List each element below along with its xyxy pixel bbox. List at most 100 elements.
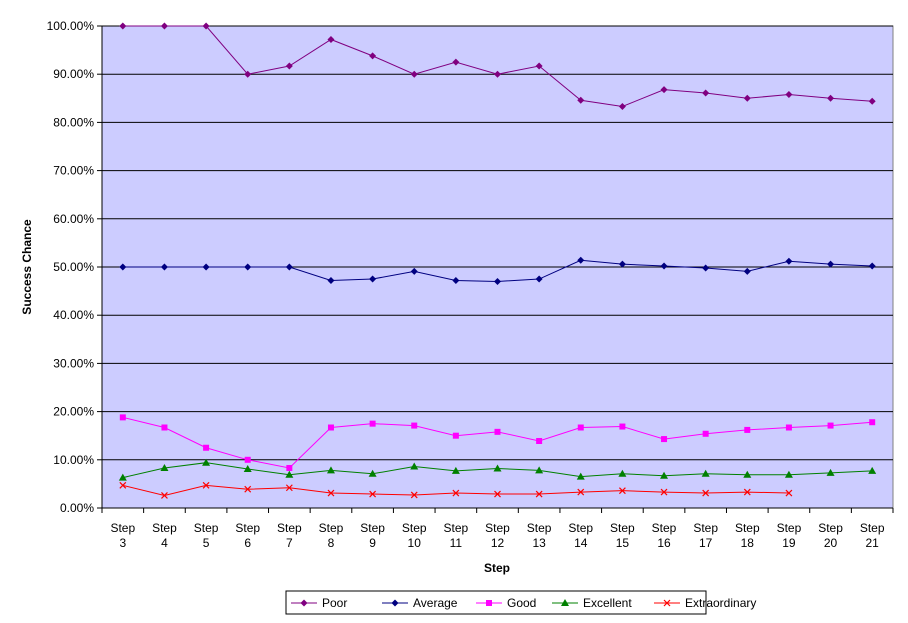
- x-marker-stroke: [702, 489, 710, 497]
- data-point-good: [452, 432, 459, 439]
- y-tick-label: 60.00%: [53, 212, 94, 226]
- data-point-extraordinary: [618, 487, 626, 495]
- y-tick-label: 100.00%: [47, 19, 95, 33]
- x-tick-label: Step 7: [277, 521, 302, 550]
- x-tick-label: Step 20: [818, 521, 843, 550]
- data-point-average: [202, 263, 210, 271]
- x-tick-label: Step 11: [444, 521, 469, 550]
- x-marker-stroke: [161, 492, 168, 499]
- data-point-poor: [827, 94, 835, 102]
- data-point-average: [785, 257, 793, 265]
- x-axis-title: Step: [484, 561, 510, 575]
- data-point-average: [827, 260, 835, 268]
- data-point-good: [203, 444, 210, 451]
- data-point-good: [411, 422, 418, 429]
- data-point-good: [702, 430, 709, 437]
- data-point-poor: [785, 90, 793, 98]
- data-point-poor: [285, 62, 293, 70]
- legend-label: Excellent: [583, 596, 632, 610]
- data-point-good: [161, 424, 168, 431]
- x-tick-label: Step 21: [860, 521, 885, 550]
- data-point-good: [369, 420, 376, 427]
- data-point-average: [160, 263, 168, 271]
- y-tick-label: 0.00%: [60, 501, 94, 515]
- x-marker-stroke: [743, 488, 751, 496]
- data-point-extraordinary: [785, 489, 793, 497]
- legend-marker: [300, 599, 308, 607]
- y-tick-label: 70.00%: [53, 164, 94, 178]
- legend-marker: [663, 599, 671, 607]
- x-marker-stroke: [202, 481, 210, 489]
- data-point-excellent: [743, 470, 752, 478]
- legend-item-average: Average: [382, 596, 458, 610]
- data-point-excellent: [784, 470, 793, 478]
- legend-label: Average: [413, 596, 458, 610]
- x-tick-label: Step 14: [568, 521, 593, 550]
- data-point-extraordinary: [660, 488, 668, 496]
- series-excellent: [118, 458, 877, 481]
- data-point-extraordinary: [452, 489, 460, 497]
- series-group: [118, 22, 877, 499]
- series-extraordinary: [119, 481, 793, 499]
- data-point-good: [661, 436, 668, 443]
- x-marker-stroke: [410, 491, 418, 499]
- data-point-good: [286, 464, 293, 471]
- data-point-excellent: [285, 470, 294, 478]
- legend-marker: [486, 600, 492, 606]
- legend-item-excellent: Excellent: [552, 596, 632, 610]
- x-marker-stroke: [119, 481, 127, 489]
- data-point-poor: [743, 94, 751, 102]
- data-point-average: [285, 263, 293, 271]
- data-point-excellent: [243, 464, 252, 472]
- x-tick-label: Step 18: [735, 521, 760, 550]
- x-marker-stroke: [663, 599, 671, 607]
- x-axis-ticks: Step 3 Step 4 Step 5 Step 6 Step 7 Step 8 Step 9 Step 1…: [101, 508, 894, 550]
- data-point-average: [660, 262, 668, 270]
- data-point-average: [577, 256, 585, 264]
- x-tick-label: Step 5: [194, 521, 219, 550]
- data-point-excellent: [826, 468, 835, 476]
- data-point-excellent: [202, 458, 211, 466]
- series-poor: [119, 22, 876, 110]
- data-point-good: [327, 424, 334, 431]
- data-point-excellent: [868, 466, 877, 474]
- data-point-average: [743, 267, 751, 275]
- data-point-poor: [535, 62, 543, 70]
- data-point-average: [535, 275, 543, 283]
- data-point-average: [494, 277, 501, 285]
- data-point-average: [702, 264, 710, 272]
- x-marker-stroke: [244, 485, 252, 493]
- y-axis-ticks: 0.00% 10.00% 20.00% 30.00% 40.00% 50.00% 60.00…: [47, 19, 102, 515]
- data-point-extraordinary: [535, 490, 543, 498]
- x-tick-label: Step 17: [693, 521, 718, 550]
- y-tick-label: 50.00%: [53, 260, 94, 274]
- data-point-extraordinary: [202, 481, 210, 489]
- data-point-average: [369, 275, 377, 283]
- x-tick-label: Step 16: [652, 521, 677, 550]
- data-point-poor: [494, 70, 501, 78]
- legend-marker: [561, 599, 569, 606]
- x-tick-label: Step 3: [110, 521, 135, 550]
- x-marker-stroke: [369, 490, 377, 498]
- y-tick-label: 90.00%: [53, 67, 94, 81]
- data-point-excellent: [160, 463, 169, 471]
- y-tick-label: 40.00%: [53, 308, 94, 322]
- x-marker-stroke: [327, 489, 335, 497]
- data-point-good: [744, 426, 751, 433]
- data-point-good: [494, 428, 501, 435]
- x-tick-label: Step 12: [485, 521, 510, 550]
- data-point-extraordinary: [494, 490, 501, 498]
- data-point-poor: [160, 22, 168, 30]
- x-marker-stroke: [577, 488, 585, 496]
- data-point-excellent: [535, 466, 544, 474]
- x-marker-stroke: [618, 487, 626, 495]
- legend-label: Good: [507, 596, 536, 610]
- data-point-extraordinary: [244, 485, 252, 493]
- data-point-poor: [660, 86, 668, 94]
- data-point-average: [119, 263, 127, 271]
- data-point-average: [410, 267, 418, 275]
- data-point-poor: [119, 22, 127, 30]
- legend-item-good: Good: [476, 596, 536, 610]
- data-point-poor: [369, 52, 377, 60]
